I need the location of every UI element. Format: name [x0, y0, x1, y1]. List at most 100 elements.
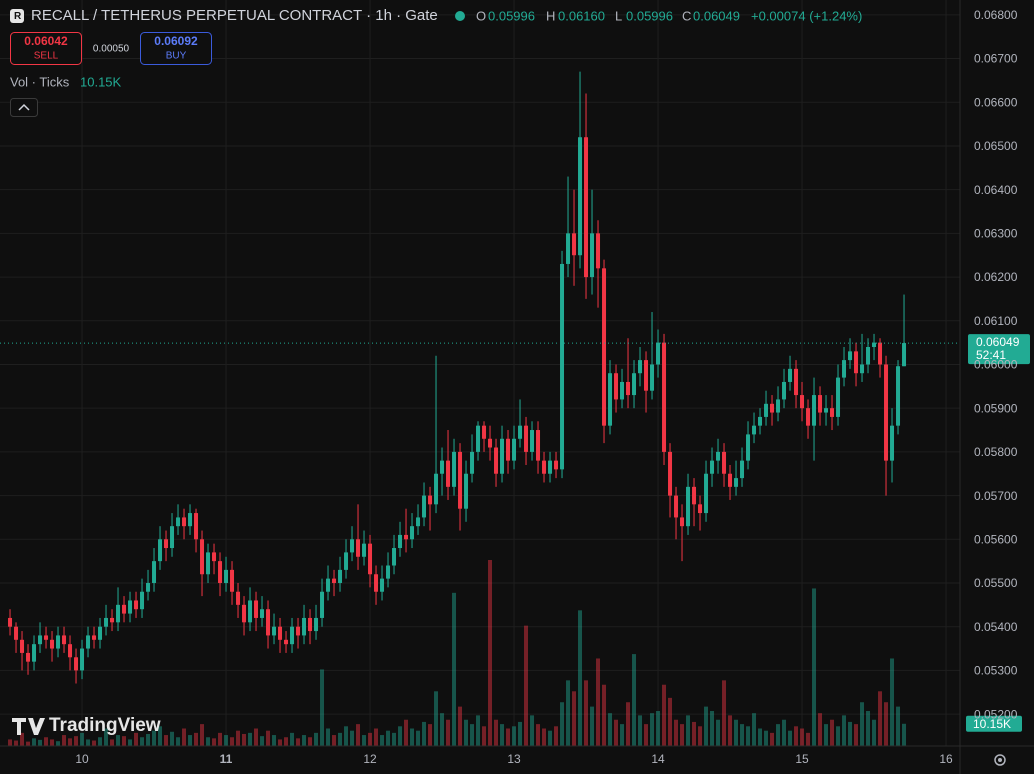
volume-bar — [566, 680, 571, 746]
candle-body — [326, 578, 331, 592]
candle-body — [410, 526, 415, 540]
volume-bar — [206, 737, 211, 746]
y-tick-label: 0.06000 — [974, 358, 1018, 372]
candle-body — [764, 403, 769, 417]
volume-bar — [110, 739, 115, 746]
volume-bar — [866, 710, 871, 746]
buy-price[interactable]: 0.06092 — [154, 34, 198, 48]
buy-button[interactable] — [140, 32, 212, 65]
volume-bar — [350, 730, 355, 746]
volume-bar — [812, 588, 817, 746]
h-value: 0.06160 — [558, 8, 605, 23]
countdown: 52:41 — [976, 348, 1006, 362]
candle-body — [578, 137, 583, 256]
candle-body — [86, 635, 91, 649]
candle-body — [110, 617, 115, 623]
candle-body — [512, 438, 517, 461]
candle-body — [722, 451, 727, 474]
volume-bar — [710, 710, 715, 746]
volume-label: 10.15K — [973, 717, 1011, 731]
candle-body — [224, 569, 229, 583]
volume-bar — [212, 738, 217, 746]
volume-bar — [740, 724, 745, 746]
candle-body — [572, 233, 577, 256]
volume-bar — [506, 728, 511, 746]
y-tick-label: 0.06300 — [974, 227, 1018, 241]
candle-body — [752, 425, 757, 435]
candle-body — [176, 517, 181, 527]
volume-bar — [74, 736, 79, 746]
volume-bar — [692, 721, 697, 746]
settings-icon-center[interactable] — [998, 758, 1002, 762]
candle-body — [866, 346, 871, 365]
volume-bar — [80, 732, 85, 746]
x-tick-label: 15 — [795, 752, 809, 766]
candle-body — [116, 604, 121, 623]
candle-body — [296, 626, 301, 636]
volume-bar — [590, 706, 595, 746]
candle-body — [290, 626, 295, 645]
volume-bar — [848, 721, 853, 746]
y-tick-label: 0.05500 — [974, 576, 1018, 590]
volume-bar — [260, 736, 265, 746]
candle-body — [458, 451, 463, 509]
volume-bar — [104, 728, 109, 746]
candle-body — [776, 399, 781, 413]
volume-bar — [500, 724, 505, 746]
candle-body — [464, 473, 469, 509]
x-tick-label: 12 — [363, 752, 377, 766]
volume-bar — [92, 740, 97, 746]
collapse-icon[interactable] — [18, 103, 30, 111]
candle-body — [656, 342, 661, 365]
candle-body — [38, 635, 43, 645]
sell-label[interactable]: SELL — [34, 51, 59, 62]
settings-icon[interactable] — [994, 754, 1006, 766]
volume-bar — [290, 732, 295, 746]
sell-price[interactable]: 0.06042 — [24, 34, 68, 48]
c-label: C — [682, 8, 691, 23]
candle-body — [230, 569, 235, 592]
candle-body — [848, 351, 853, 361]
chart-title: RECALL / TETHERUS PERPETUAL CONTRACT · 1… — [31, 7, 438, 24]
volume-bar — [224, 735, 229, 746]
volume-bar — [512, 726, 517, 746]
candle-body — [632, 373, 637, 396]
volume-bar — [98, 737, 103, 746]
candle-layer — [0, 71, 960, 684]
candle-body — [128, 600, 133, 614]
buy-label[interactable]: BUY — [166, 51, 187, 62]
candle-body — [674, 495, 679, 518]
candle-body — [566, 233, 571, 264]
collapse-button[interactable] — [10, 98, 38, 117]
y-tick-label: 0.06400 — [974, 183, 1018, 197]
candle-body — [716, 451, 721, 461]
candle-body — [758, 416, 763, 426]
volume-bar — [896, 706, 901, 746]
volume-bar — [338, 732, 343, 746]
sell-button[interactable] — [10, 32, 82, 65]
candle-body — [470, 451, 475, 474]
volume-bar — [68, 738, 73, 746]
candle-body — [902, 343, 907, 367]
candle-body — [890, 425, 895, 461]
candle-body — [236, 591, 241, 605]
candle-body — [662, 342, 667, 452]
candle-body — [476, 425, 481, 452]
volume-bar — [302, 735, 307, 746]
volume-bar — [860, 702, 865, 746]
candle-body — [314, 617, 319, 632]
candle-body — [80, 648, 85, 671]
candle-body — [626, 381, 631, 396]
volume-bar — [752, 713, 757, 746]
candle-body — [842, 360, 847, 378]
candle-body — [68, 644, 73, 658]
candle-body — [770, 403, 775, 413]
candle-body — [188, 513, 193, 527]
candle-body — [596, 233, 601, 269]
volume-label-box — [966, 715, 1022, 732]
volume-bar — [824, 724, 829, 746]
candle-body — [446, 460, 451, 487]
h-label: H — [546, 8, 555, 23]
candle-body — [494, 447, 499, 474]
candle-body — [560, 263, 565, 470]
